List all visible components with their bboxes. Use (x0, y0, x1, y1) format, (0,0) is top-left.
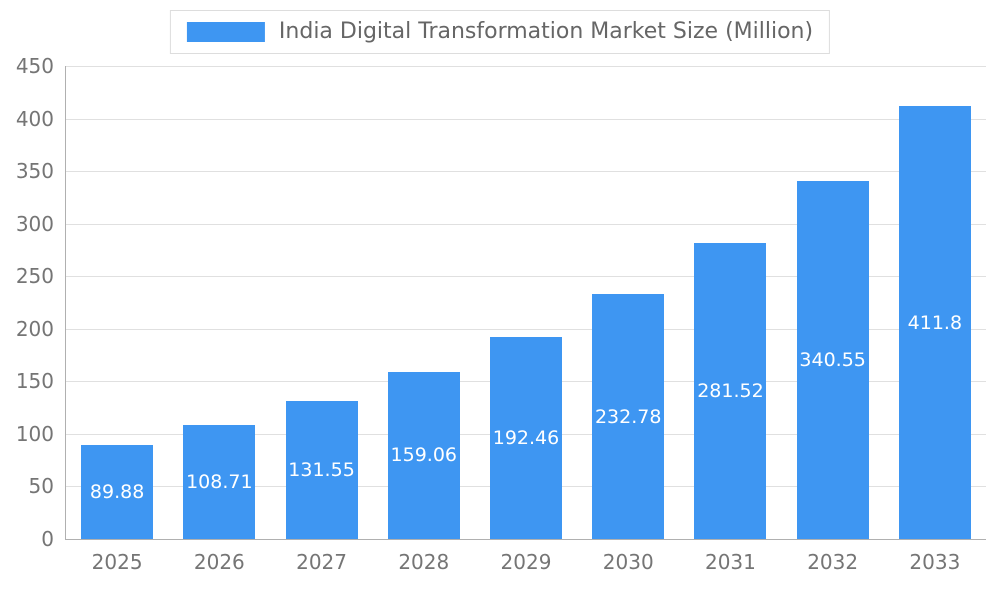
x-tick-label: 2032 (807, 550, 859, 574)
bar-2029[interactable]: 192.46 (490, 336, 562, 539)
x-tick-label: 2030 (602, 550, 654, 574)
bar-2025[interactable]: 89.88 (81, 444, 154, 539)
x-tick-label: 2025 (91, 550, 143, 574)
bar-value-label: 159.06 (390, 444, 457, 467)
bar-value-label: 340.55 (799, 349, 866, 372)
plot-area: 0 50 100 150 200 250 300 350 400 450 89.88 2025 108.… (16, 54, 986, 574)
chart-title: India Digital Transformation Market Size… (278, 19, 814, 44)
bar-value-label: 89.88 (89, 480, 145, 503)
bar-value-label: 192.46 (492, 426, 560, 449)
y-tick-label: 300 (15, 211, 54, 236)
gridline (66, 276, 986, 278)
bar-2031[interactable]: 281.52 (694, 243, 767, 539)
bar-value-label: 232.78 (594, 405, 662, 428)
x-tick-label: 2027 (296, 550, 347, 574)
x-tick-label: 2028 (398, 550, 450, 574)
gridline (66, 328, 986, 330)
bar-value-label: 411.8 (907, 311, 963, 334)
gridline (66, 171, 986, 173)
y-tick-label: 450 (15, 54, 54, 78)
bar-2027[interactable]: 131.55 (285, 400, 358, 539)
bar-2032[interactable]: 340.55 (796, 181, 869, 539)
y-tick-label: 400 (15, 106, 54, 131)
bar-value-label: 131.55 (288, 458, 355, 481)
gridline (66, 118, 986, 120)
bar-value-label: 281.52 (697, 380, 764, 403)
y-tick-label: 200 (15, 316, 54, 341)
x-tick-label: 2033 (909, 550, 961, 574)
y-tick-label: 50 (28, 474, 54, 499)
x-tick-label: 2029 (500, 550, 552, 574)
x-tick-label: 2026 (193, 550, 245, 574)
bar-value-label: 108.71 (186, 470, 253, 493)
y-tick-label: 0 (41, 527, 54, 551)
bar-2033[interactable]: 411.8 (898, 106, 971, 539)
y-tick-label: 350 (15, 159, 54, 184)
x-tick-label: 2031 (704, 550, 756, 574)
gridline (66, 66, 986, 67)
bar-2028[interactable]: 159.06 (387, 371, 460, 539)
y-tick-label: 100 (15, 421, 54, 446)
legend[interactable]: India Digital Transformation Market Size… (169, 10, 831, 54)
legend-swatch[interactable] (186, 22, 265, 42)
y-tick-label: 150 (15, 369, 54, 394)
gridline (66, 223, 986, 225)
y-tick-label: 250 (15, 264, 54, 289)
bar-2026[interactable]: 108.71 (183, 424, 256, 539)
bar-2030[interactable]: 232.78 (592, 294, 665, 539)
